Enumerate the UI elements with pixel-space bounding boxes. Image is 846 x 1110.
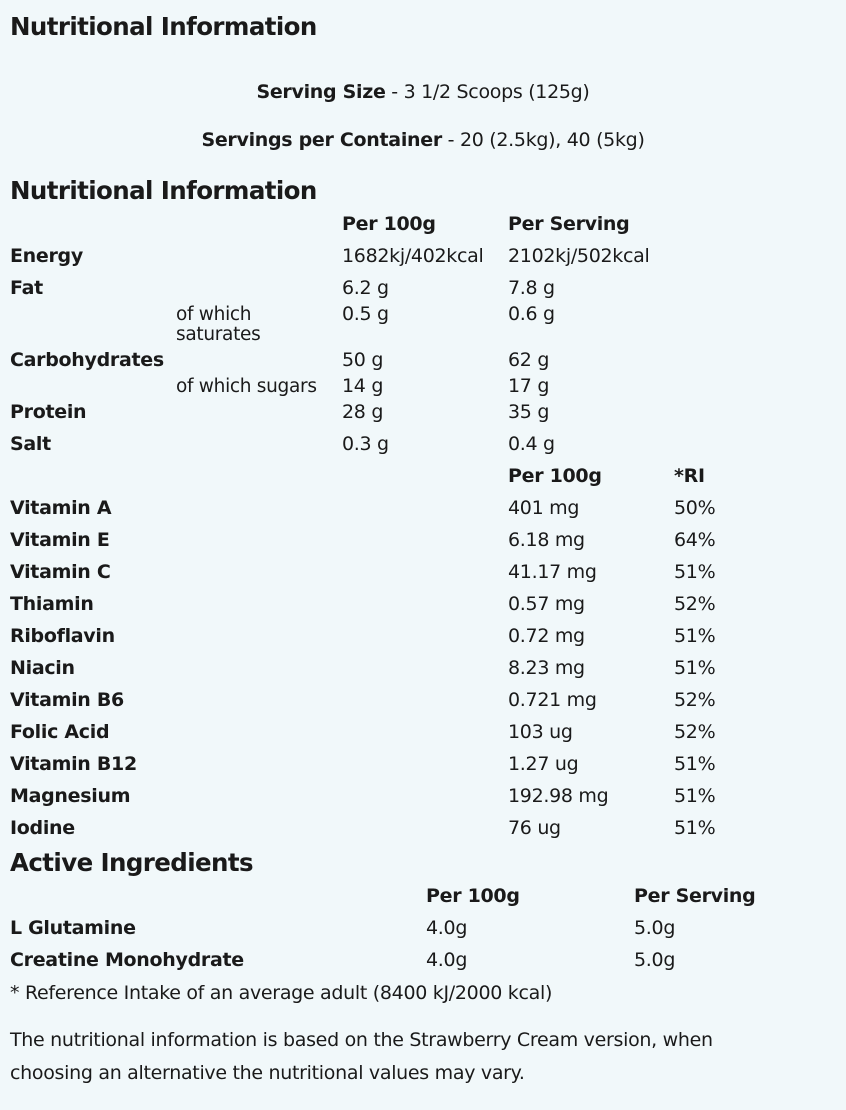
- ingredient-name: Creatine Monohydrate: [10, 949, 244, 971]
- vitamins-col-ri: *RI: [674, 465, 705, 487]
- vitamin-per100: 192.98 mg: [508, 785, 609, 807]
- vitamin-per100: 0.721 mg: [508, 689, 597, 711]
- ingredient-serving: 5.0g: [634, 949, 676, 971]
- nutrient-per100: 28 g: [342, 401, 384, 423]
- nutrient-name: Salt: [10, 433, 51, 455]
- serving-size: Serving Size - 3 1/2 Scoops (125g): [0, 81, 846, 103]
- serving-size-label: Serving Size: [256, 81, 386, 103]
- servings-per-container: Servings per Container - 20 (2.5kg), 40 …: [0, 129, 846, 151]
- nutrient-name: Energy: [10, 245, 83, 267]
- vitamin-ri: 64%: [674, 529, 716, 551]
- vitamin-ri: 51%: [674, 625, 716, 647]
- vitamin-per100: 41.17 mg: [508, 561, 597, 583]
- vitamin-ri: 51%: [674, 785, 716, 807]
- vitamin-per100: 401 mg: [508, 497, 580, 519]
- vitamin-ri: 50%: [674, 497, 716, 519]
- disclaimer-line-1: The nutritional information is based on …: [10, 1029, 713, 1051]
- nutrition-col-serving: Per Serving: [508, 213, 630, 235]
- vitamin-name: Thiamin: [10, 593, 94, 615]
- nutrient-name: Fat: [10, 277, 43, 299]
- nutrient-per100: 50 g: [342, 349, 384, 371]
- nutrient-serving: 0.6 g: [508, 303, 555, 325]
- vitamin-ri: 52%: [674, 689, 716, 711]
- serving-size-value: - 3 1/2 Scoops (125g): [385, 81, 590, 103]
- vitamin-per100: 103 ug: [508, 721, 573, 743]
- vitamin-ri: 51%: [674, 561, 716, 583]
- nutrient-per100: 0.3 g: [342, 433, 389, 455]
- nutrient-serving: 17 g: [508, 375, 550, 397]
- vitamin-per100: 0.57 mg: [508, 593, 585, 615]
- active-col-per100: Per 100g: [426, 885, 520, 907]
- servings-per-container-value: - 20 (2.5kg), 40 (5kg): [441, 129, 645, 151]
- vitamin-name: Vitamin E: [10, 529, 110, 551]
- vitamin-ri: 52%: [674, 721, 716, 743]
- ingredient-per100: 4.0g: [426, 917, 468, 939]
- vitamin-name: Vitamin B6: [10, 689, 124, 711]
- vitamin-name: Vitamin A: [10, 497, 112, 519]
- footnote: * Reference Intake of an average adult (…: [10, 982, 553, 1004]
- ingredient-name: L Glutamine: [10, 917, 136, 939]
- nutrient-serving: 35 g: [508, 401, 550, 423]
- vitamin-name: Vitamin B12: [10, 753, 137, 775]
- nutrient-per100: 1682kj/402kcal: [342, 245, 484, 267]
- vitamins-col-per100: Per 100g: [508, 465, 602, 487]
- disclaimer-line-2: choosing an alternative the nutritional …: [10, 1062, 525, 1084]
- vitamin-name: Riboflavin: [10, 625, 115, 647]
- nutrient-per100: 0.5 g: [342, 303, 389, 325]
- nutrient-serving: 2102kj/502kcal: [508, 245, 650, 267]
- vitamin-ri: 52%: [674, 593, 716, 615]
- nutrient-per100: 14 g: [342, 375, 384, 397]
- ingredient-serving: 5.0g: [634, 917, 676, 939]
- nutrient-per100: 6.2 g: [342, 277, 389, 299]
- servings-per-container-label: Servings per Container: [201, 129, 442, 151]
- vitamin-per100: 1.27 ug: [508, 753, 579, 775]
- vitamin-name: Niacin: [10, 657, 75, 679]
- page-title: Nutritional Information: [10, 12, 317, 41]
- nutrient-subname: of which saturates: [176, 304, 261, 345]
- nutrient-name: Carbohydrates: [10, 349, 164, 371]
- nutrition-col-per100: Per 100g: [342, 213, 436, 235]
- active-heading: Active Ingredients: [10, 848, 254, 877]
- nutrient-serving: 7.8 g: [508, 277, 555, 299]
- vitamin-name: Iodine: [10, 817, 75, 839]
- vitamin-name: Vitamin C: [10, 561, 111, 583]
- nutrition-heading: Nutritional Information: [10, 176, 317, 205]
- vitamin-per100: 76 ug: [508, 817, 561, 839]
- vitamin-per100: 0.72 mg: [508, 625, 585, 647]
- vitamin-name: Magnesium: [10, 785, 131, 807]
- nutrient-serving: 0.4 g: [508, 433, 555, 455]
- vitamin-ri: 51%: [674, 657, 716, 679]
- vitamin-name: Folic Acid: [10, 721, 110, 743]
- vitamin-per100: 6.18 mg: [508, 529, 585, 551]
- vitamin-ri: 51%: [674, 817, 716, 839]
- active-col-serving: Per Serving: [634, 885, 756, 907]
- nutrient-subname: of which sugars: [176, 376, 317, 397]
- nutrient-serving: 62 g: [508, 349, 550, 371]
- nutrient-name: Protein: [10, 401, 87, 423]
- vitamin-per100: 8.23 mg: [508, 657, 585, 679]
- ingredient-per100: 4.0g: [426, 949, 468, 971]
- vitamin-ri: 51%: [674, 753, 716, 775]
